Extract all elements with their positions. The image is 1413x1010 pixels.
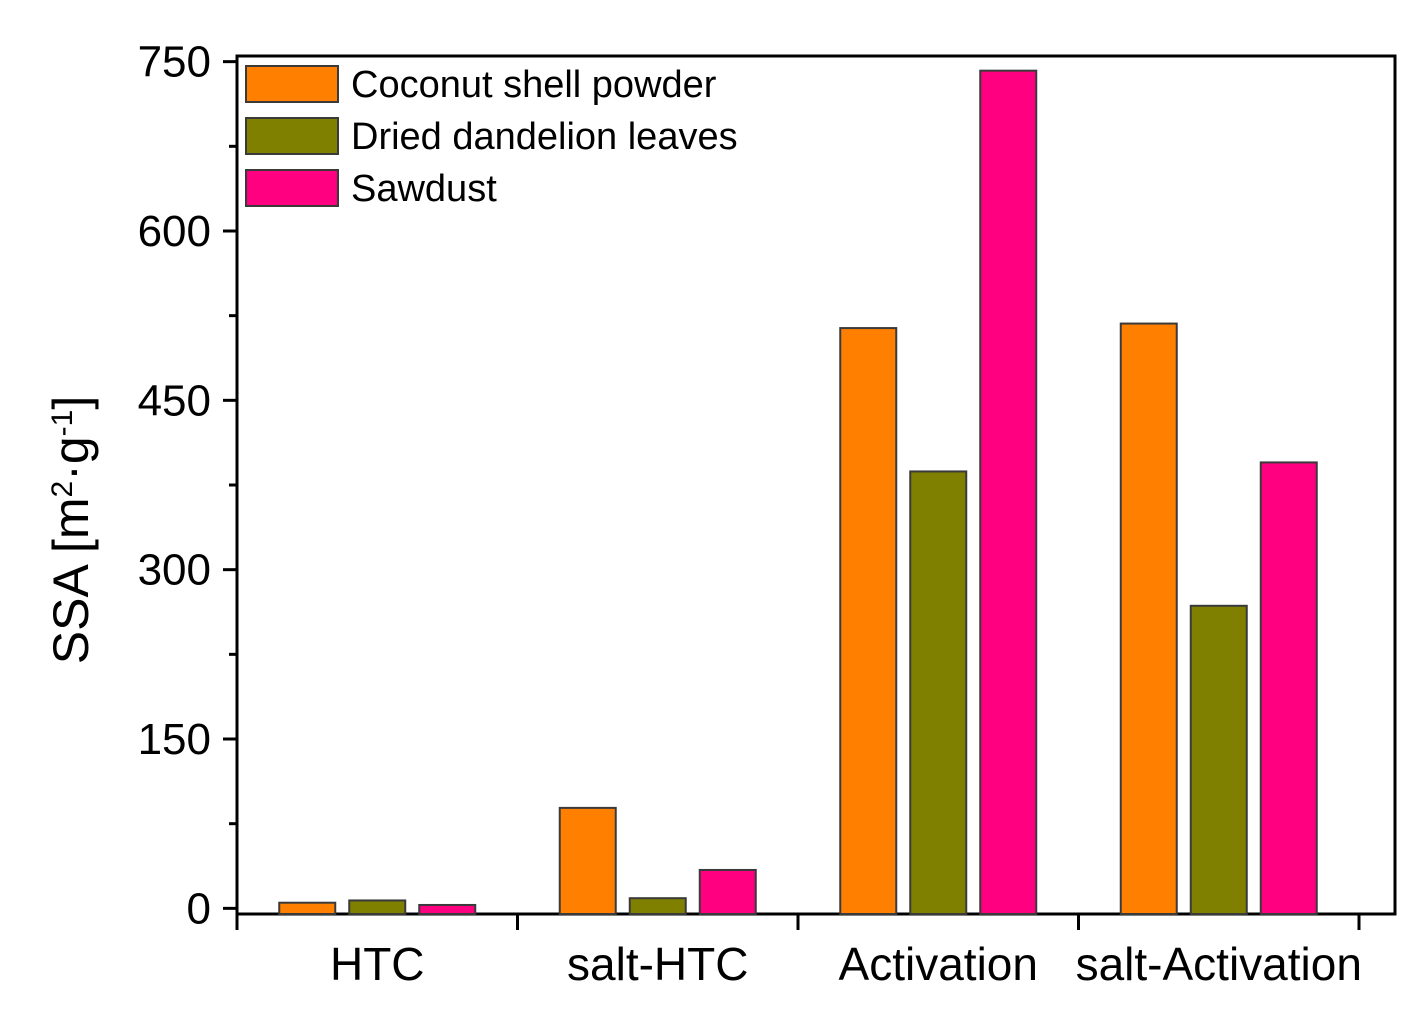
legend-label: Dried dandelion leaves	[351, 116, 738, 158]
x-category-label: Activation	[839, 938, 1038, 990]
y-tick-label: 150	[138, 715, 211, 764]
y-axis-label-sup2: -1	[46, 410, 79, 437]
legend-label: Sawdust	[351, 168, 497, 210]
bar	[628, 897, 687, 916]
y-tick-label: 0	[187, 884, 211, 933]
bar	[839, 327, 898, 916]
legend-swatch	[245, 65, 339, 103]
y-axis-label-sup1: 2	[46, 481, 79, 498]
bar-series-group	[278, 69, 1318, 916]
legend-swatch	[245, 117, 339, 155]
bar	[698, 868, 757, 916]
legend-swatch	[245, 169, 339, 207]
x-category-label: salt-Activation	[1076, 938, 1362, 990]
bar	[348, 899, 407, 916]
bar	[979, 69, 1038, 915]
bar	[278, 901, 337, 915]
bar	[1119, 322, 1178, 915]
bar	[1189, 604, 1248, 915]
y-tick-label: 300	[138, 546, 211, 595]
x-category-label: salt-HTC	[567, 938, 748, 990]
x-axis-ticks: HTC salt-HTC Activation salt-Activation	[235, 914, 1362, 990]
legend-label: Coconut shell powder	[351, 64, 717, 106]
y-axis-label-middle: ·g	[43, 436, 99, 480]
legend: Coconut shell powder Dried dandelion leav…	[245, 64, 738, 210]
y-axis-ticks: 0 150 300 450 600 750	[138, 38, 237, 933]
y-tick-label: 750	[138, 38, 211, 87]
bar	[909, 470, 968, 915]
bar	[1259, 461, 1318, 915]
y-tick-label: 450	[138, 376, 211, 425]
y-axis-label-suffix: ]	[43, 396, 99, 410]
bar	[558, 806, 617, 916]
y-tick-label: 600	[138, 207, 211, 256]
y-axis-label: SSA [m2·g-1]	[43, 396, 99, 664]
y-axis-label-prefix: SSA [m	[43, 498, 99, 665]
bar	[418, 903, 477, 916]
x-category-label: HTC	[330, 938, 425, 990]
